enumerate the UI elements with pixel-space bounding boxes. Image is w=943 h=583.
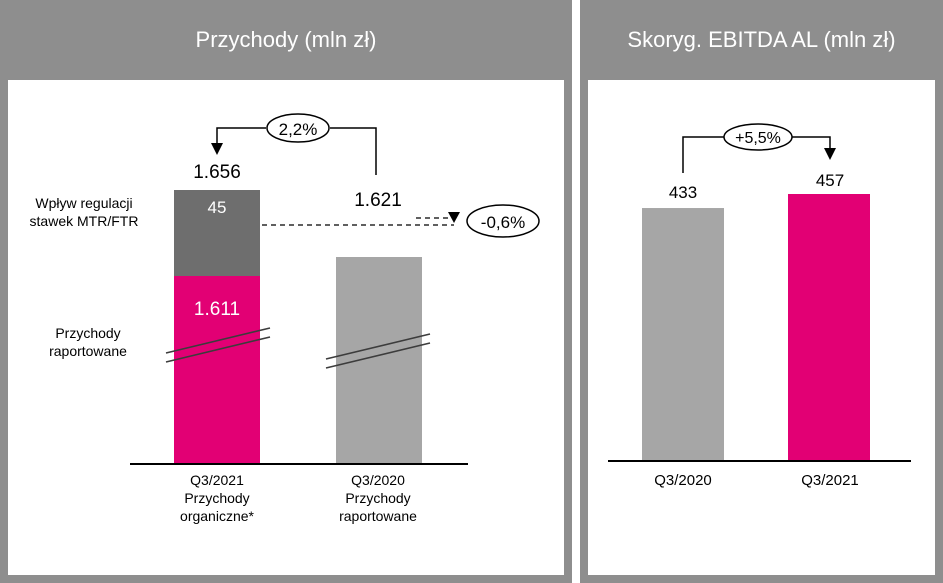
- bar-q3-2021: [788, 194, 870, 461]
- value-label-q3-2020: 433: [669, 183, 697, 202]
- left-panel: Przychody (mln zł): [0, 0, 572, 583]
- growth-connector-right: [792, 136, 831, 150]
- x-label-organic-line1: Q3/2021: [190, 472, 244, 488]
- x-label-q3-2021: Q3/2021: [801, 472, 859, 489]
- growth-bubble: [266, 113, 330, 143]
- reported-annotation-line1: Przychody: [55, 325, 120, 341]
- bar-organic-regulation-segment: [174, 190, 260, 276]
- diff-label: -0,6%: [481, 213, 525, 232]
- growth-connector: [216, 127, 266, 145]
- ebitda-chart: +5,5% 433 457 Q3/2020 Q3/2021: [608, 123, 911, 489]
- growth-bubble: [723, 123, 793, 151]
- regulation-annotation-line2: stawek MTR/FTR: [30, 213, 139, 229]
- x-label-organic-line2: Przychody: [184, 490, 249, 506]
- axis-break-marks: [165, 327, 431, 369]
- reported-annotation-line2: raportowane: [49, 343, 127, 359]
- growth-label: 2,2%: [279, 120, 318, 139]
- growth-label: +5,5%: [735, 130, 781, 147]
- right-panel-title: Skoryg. EBITDA AL (mln zł): [627, 27, 896, 52]
- x-label-organic-line3: organiczne*: [180, 508, 254, 524]
- left-panel-title: Przychody (mln zł): [195, 27, 377, 52]
- right-panel: Skoryg. EBITDA AL (mln zł) +5,5% 433 457…: [580, 0, 943, 583]
- bar-organic-reported-segment: [174, 276, 260, 464]
- revenue-chart: 2,2% -0,6% 1.656 45 1.611 1.621 Wpływ re…: [30, 113, 540, 524]
- segment-label-reported: 1.611: [194, 299, 240, 320]
- diff-arrowhead: [448, 212, 460, 223]
- x-label-q3-2020: Q3/2020: [654, 472, 712, 489]
- total-label-organic: 1.656: [193, 162, 241, 183]
- growth-arrowhead: [211, 143, 223, 155]
- growth-connector-right: [330, 127, 377, 175]
- bar-q3-2020: [642, 208, 724, 461]
- x-label-reported-line2: Przychody: [345, 490, 410, 506]
- diff-bubble: [466, 204, 540, 238]
- bar-reported-2020: [336, 257, 422, 464]
- value-label-q3-2021: 457: [816, 171, 844, 190]
- left-panel-body: 2,2% -0,6% 1.656 45 1.611 1.621 Wpływ re…: [8, 80, 564, 575]
- segment-label-regulation: 45: [208, 198, 227, 217]
- growth-arrowhead: [824, 148, 836, 160]
- x-label-reported-line1: Q3/2020: [351, 472, 405, 488]
- right-panel-body: +5,5% 433 457 Q3/2020 Q3/2021: [588, 80, 935, 575]
- regulation-annotation-line1: Wpływ regulacji: [35, 195, 132, 211]
- growth-connector-left: [682, 136, 724, 173]
- x-label-reported-line3: raportowane: [339, 508, 417, 524]
- value-label-reported-2020: 1.621: [354, 190, 402, 211]
